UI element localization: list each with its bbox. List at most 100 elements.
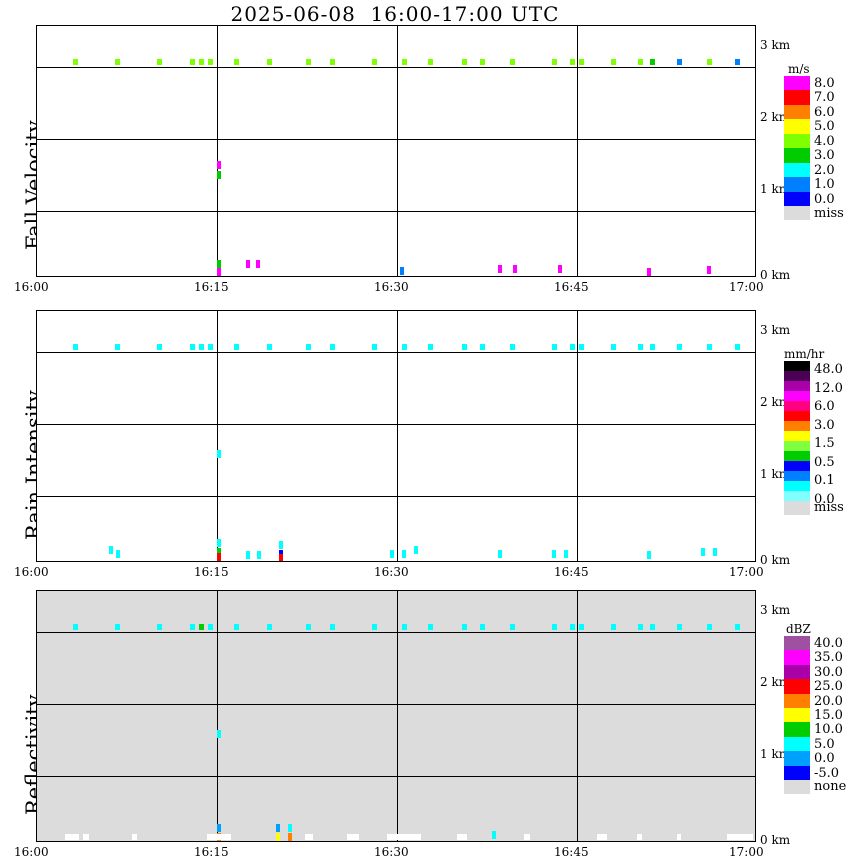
data-cell — [611, 344, 616, 350]
gridline-1km — [37, 496, 755, 497]
colorbar-band — [784, 177, 810, 192]
data-cell — [647, 551, 651, 559]
rain-colorbar-bands — [784, 361, 810, 501]
data-cell — [638, 344, 643, 350]
data-cell — [116, 550, 120, 558]
data-cell — [208, 624, 213, 630]
ytick-label-3km: 3 km — [760, 603, 791, 617]
data-cell — [288, 833, 292, 841]
colorbar-band — [784, 751, 810, 766]
colorbar-band — [784, 119, 810, 134]
colorbar-band — [784, 693, 810, 708]
colorbar-tick-label: 2.0 — [814, 162, 835, 178]
no-echo-streak — [597, 834, 607, 840]
rain-colorbar-units: mm/hr — [784, 347, 825, 361]
data-cell — [276, 824, 280, 832]
colorbar-band — [784, 371, 810, 381]
no-echo-streak — [457, 834, 467, 840]
data-cell — [199, 59, 204, 65]
data-cell — [735, 624, 740, 630]
no-echo-streak — [65, 834, 79, 840]
data-cell — [190, 59, 195, 65]
data-cell — [157, 344, 162, 350]
rain-colorbar-miss-label: miss — [814, 500, 844, 515]
gridline-1615 — [217, 26, 218, 276]
colorbar-band — [784, 90, 810, 105]
ytick-label-1km: 1 km — [760, 182, 791, 196]
velocity-colorbar-units: m/s — [788, 62, 810, 76]
data-cell — [306, 344, 311, 350]
gridline-1630 — [397, 591, 398, 841]
data-cell — [480, 344, 485, 350]
data-cell — [234, 624, 239, 630]
no-echo-streak — [207, 834, 231, 840]
data-cell — [267, 624, 272, 630]
data-cell — [677, 624, 682, 630]
ytick-label-1km: 1 km — [760, 747, 791, 761]
data-cell — [611, 624, 616, 630]
rain-intensity-plot-area[interactable] — [36, 310, 756, 562]
no-echo-streak — [524, 834, 530, 840]
data-cell — [638, 624, 643, 630]
colorbar-tick-label: 20.0 — [814, 693, 843, 709]
velocity-colorbar-miss-label: miss — [814, 206, 844, 221]
data-cell — [217, 539, 221, 547]
data-cell — [701, 548, 705, 556]
data-cell — [579, 59, 584, 65]
data-cell — [414, 546, 418, 554]
ytick-label-2km: 2 km — [760, 675, 791, 689]
data-cell — [257, 551, 261, 559]
data-cell — [199, 624, 204, 630]
data-cell — [208, 59, 213, 65]
velocity-colorbar-bands — [784, 76, 810, 206]
data-cell — [480, 59, 485, 65]
xtick-label-1: 16:15 — [194, 280, 229, 294]
fall-velocity-plot-area[interactable] — [36, 25, 756, 277]
ytick-label-0km: 0 km — [760, 553, 791, 567]
colorbar-tick-label: 1.5 — [814, 436, 835, 452]
data-cell — [267, 59, 272, 65]
data-cell — [650, 624, 655, 630]
colorbar-tick-label: 15.0 — [814, 708, 843, 723]
xtick-label-4: 17:00 — [729, 280, 764, 294]
data-cell — [552, 550, 556, 558]
gridline-1645 — [577, 311, 578, 561]
data-cell — [330, 344, 335, 350]
ytick-label-2km: 2 km — [760, 110, 791, 124]
gridline-1645 — [577, 26, 578, 276]
data-cell — [650, 59, 655, 65]
data-cell — [510, 624, 515, 630]
data-cell — [217, 730, 221, 738]
gridline-1615 — [217, 311, 218, 561]
colorbar-band — [784, 162, 810, 178]
data-cell — [570, 624, 575, 630]
ytick-label-2km: 2 km — [760, 395, 791, 409]
reflectivity-plot-area[interactable] — [36, 590, 756, 842]
colorbar-tick-label: 30.0 — [814, 664, 843, 680]
xtick-label-4: 17:00 — [729, 845, 764, 859]
colorbar-band — [784, 104, 810, 120]
xtick-label-2: 16:30 — [374, 565, 409, 579]
ytick-label-3km: 3 km — [760, 38, 791, 52]
colorbar-band — [784, 664, 810, 680]
data-cell — [462, 624, 467, 630]
data-cell — [372, 344, 377, 350]
data-cell — [288, 824, 292, 832]
data-cell — [650, 344, 655, 350]
velocity-colorbar-miss-swatch — [784, 206, 810, 220]
data-cell — [115, 344, 120, 350]
no-echo-streak — [387, 834, 421, 840]
colorbar-tick-label: 0.1 — [814, 473, 835, 489]
data-cell — [267, 344, 272, 350]
colorbar-band — [784, 148, 810, 163]
data-cell — [402, 59, 407, 65]
data-cell — [735, 344, 740, 350]
data-cell — [256, 260, 260, 268]
colorbar-band — [784, 391, 810, 401]
data-cell — [498, 550, 502, 558]
colorbar-tick-label: 0.5 — [814, 454, 835, 470]
data-cell — [115, 59, 120, 65]
colorbar-band — [784, 361, 810, 371]
xtick-label-0: 16:00 — [14, 845, 49, 859]
data-cell — [330, 624, 335, 630]
